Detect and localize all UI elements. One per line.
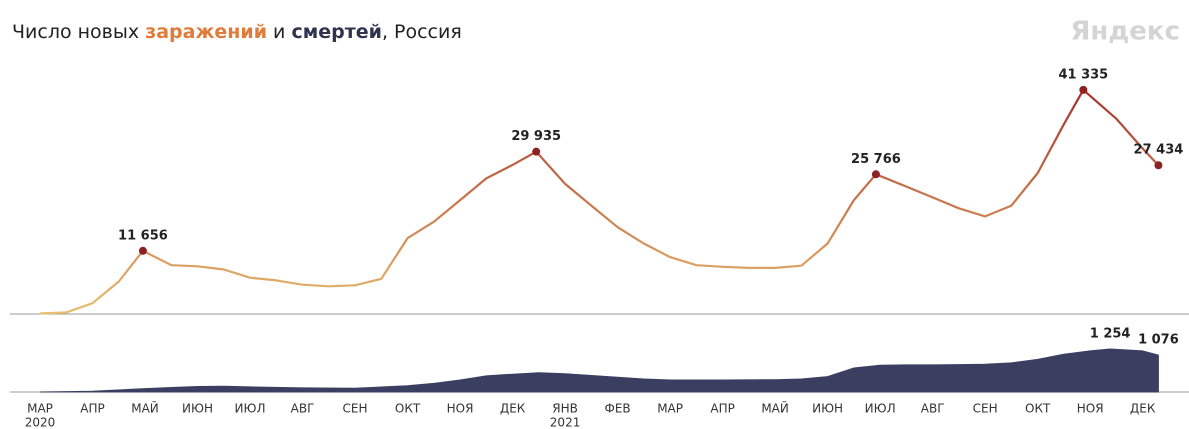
x-tick-label: ЯНВ bbox=[552, 402, 578, 416]
peak-marker bbox=[532, 147, 541, 156]
year-label: 2020 bbox=[25, 416, 56, 429]
x-tick-label: АВГ bbox=[921, 402, 945, 416]
x-tick-label: АВГ bbox=[291, 402, 315, 416]
brand-logo: Яндекс bbox=[1070, 17, 1180, 47]
value-label: 29 935 bbox=[511, 129, 561, 144]
x-tick-label: НОЯ bbox=[447, 402, 474, 416]
x-tick-label: ИЮН bbox=[182, 402, 213, 416]
x-tick-label: ОКТ bbox=[1025, 402, 1051, 416]
x-tick-label: ФЕВ bbox=[605, 402, 631, 416]
peak-marker bbox=[138, 246, 147, 255]
x-tick-label: ИЮЛ bbox=[235, 402, 266, 416]
value-label: 11 656 bbox=[118, 228, 168, 243]
title-part: , Россия bbox=[382, 21, 462, 43]
x-tick-label: ДЕК bbox=[500, 402, 526, 416]
deaths-area bbox=[39, 348, 1159, 393]
x-tick-label: ИЮН bbox=[812, 402, 843, 416]
title-part: и bbox=[267, 21, 291, 43]
x-tick-label: МАЙ bbox=[131, 401, 159, 416]
x-tick-label: СЕН bbox=[343, 402, 368, 416]
year-label: 2021 bbox=[550, 416, 581, 429]
chart-title: Число новых заражений и смертей, Россия bbox=[12, 21, 462, 43]
value-label: 41 335 bbox=[1058, 67, 1108, 82]
x-tick-label: СЕН bbox=[973, 402, 998, 416]
title-part: смертей bbox=[291, 21, 382, 43]
title-part: Число новых bbox=[12, 21, 145, 43]
x-tick-label: МАЙ bbox=[761, 401, 789, 416]
infections-line bbox=[39, 88, 1160, 315]
value-label: 25 766 bbox=[851, 152, 901, 167]
x-tick-label: ИЮЛ bbox=[865, 402, 896, 416]
x-tick-label: НОЯ bbox=[1077, 402, 1104, 416]
x-tick-label: ДЕК bbox=[1130, 402, 1156, 416]
peak-marker bbox=[1079, 85, 1088, 94]
x-tick-label: МАР bbox=[657, 402, 683, 416]
x-tick-label: АПР bbox=[80, 402, 104, 416]
x-tick-label: МАР bbox=[27, 402, 53, 416]
peak-marker bbox=[1154, 161, 1163, 170]
value-label: 27 434 bbox=[1134, 143, 1184, 158]
title-part: заражений bbox=[145, 21, 267, 43]
x-tick-label: ОКТ bbox=[395, 402, 421, 416]
value-label: 1 254 bbox=[1090, 327, 1131, 342]
x-tick-label: АПР bbox=[710, 402, 734, 416]
value-label: 1 076 bbox=[1138, 333, 1179, 348]
peak-marker bbox=[871, 170, 880, 179]
